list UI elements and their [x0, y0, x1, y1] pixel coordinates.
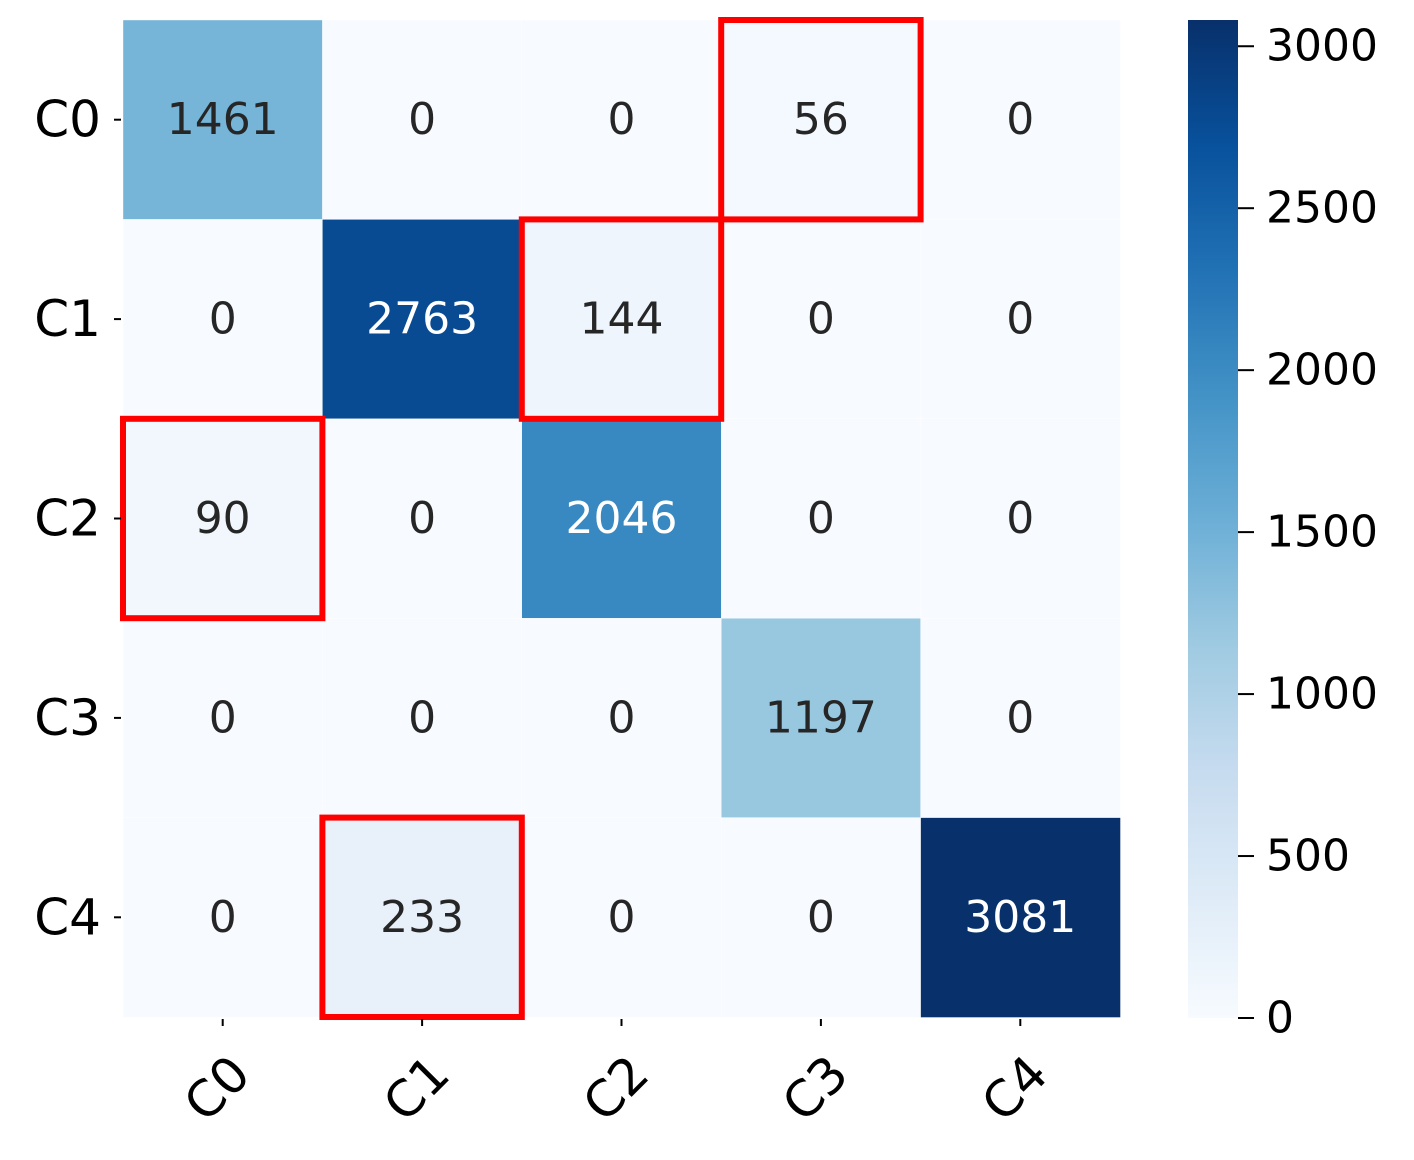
colorbar: 0 500 1000 1500 2000 2500 3000: [1188, 20, 1378, 1044]
x-tick-label-2: C2: [572, 1044, 660, 1132]
heatmap-cell-r0-c3: [721, 19, 922, 221]
cell-value-r3-c1: 0: [408, 692, 436, 743]
x-axis: C0 C1 C2 C3 C4: [173, 1019, 1059, 1133]
heatmap-cell-r2-c2: [521, 418, 722, 619]
cell-value-r2-c2: 2046: [566, 493, 678, 544]
y-tick-label-4: C4: [34, 888, 101, 946]
y-tick-label-2: C2: [34, 490, 101, 548]
heatmap-cell-r1-c4: [920, 219, 1121, 420]
cell-value-r1-c2: 144: [580, 294, 664, 345]
cell-value-r1-c0: 0: [209, 294, 237, 345]
heatmap-cell-r3-c3: [721, 618, 922, 819]
cell-value-r1-c1: 2763: [366, 294, 478, 345]
cell-value-r4-c3: 0: [807, 892, 835, 943]
heatmap-cell-r0-c4: [920, 19, 1121, 221]
heatmap-cell-r4-c0: [122, 817, 324, 1018]
heatmap-cell-r2-c1: [322, 418, 523, 619]
highlight-box-r1-c2: [518, 216, 725, 422]
heatmap-cell-r2-c3: [721, 418, 922, 619]
heatmap-cell-r4-c4: [920, 817, 1121, 1018]
cell-value-r4-c0: 0: [209, 892, 237, 943]
cell-value-r1-c4: 0: [1006, 294, 1034, 345]
cell-value-r1-c3: 0: [807, 294, 835, 345]
heatmap-cell-r0-c1: [322, 19, 523, 221]
highlight-box-r0-c3: [718, 17, 924, 223]
heatmap-cell-r3-c4: [920, 618, 1121, 819]
colorbar-tick-label-5: 2500: [1266, 183, 1378, 234]
cell-value-r0-c0: 1461: [167, 94, 279, 145]
y-tick-label-0: C0: [34, 91, 101, 149]
cell-value-r0-c2: 0: [608, 94, 636, 145]
y-tick-label-1: C1: [34, 290, 101, 348]
y-axis: C0 C1 C2 C3 C4: [34, 91, 121, 946]
highlight-box-r4-c1: [319, 814, 525, 1020]
highlight-boxes: [120, 17, 924, 1020]
heatmap-cell-r1-c1: [322, 219, 523, 420]
cell-value-r3-c3: 1197: [765, 692, 877, 743]
cell-value-r0-c3: 56: [793, 94, 849, 145]
heatmap-cell-r3-c2: [521, 618, 722, 819]
highlight-box-r2-c0: [120, 415, 326, 622]
heatmap-grid: [122, 19, 1121, 1018]
colorbar-tick-label-3: 1500: [1266, 507, 1378, 558]
cell-value-r0-c4: 0: [1006, 94, 1034, 145]
cell-value-r2-c4: 0: [1006, 493, 1034, 544]
heatmap-cell-r1-c0: [122, 219, 324, 420]
x-tick-label-4: C4: [971, 1044, 1059, 1132]
colorbar-gradient: [1188, 20, 1238, 1018]
cell-value-r4-c1: 233: [380, 892, 464, 943]
x-tick-label-0: C0: [173, 1044, 261, 1132]
heatmap-cell-r4-c2: [521, 817, 722, 1018]
heatmap-cell-r3-c1: [322, 618, 523, 819]
cell-annotations: 1461 0 0 56 0 0 2763 144 0 0 90 0 2046 0 0 0 0 0 1197 0 0 233…: [167, 94, 1077, 943]
cell-value-r3-c4: 0: [1006, 692, 1034, 743]
heatmap-cell-r3-c0: [122, 618, 324, 819]
colorbar-tick-label-1: 500: [1266, 831, 1350, 882]
colorbar-tick-label-6: 3000: [1266, 21, 1378, 72]
cell-value-r3-c0: 0: [209, 692, 237, 743]
x-tick-label-1: C1: [372, 1044, 460, 1132]
cell-value-r3-c2: 0: [608, 692, 636, 743]
cell-value-r2-c0: 90: [195, 493, 251, 544]
cell-value-r2-c1: 0: [408, 493, 436, 544]
cell-value-r4-c4: 3081: [964, 892, 1076, 943]
x-tick-label-3: C3: [771, 1044, 859, 1132]
colorbar-tick-label-2: 1000: [1266, 669, 1378, 720]
cell-value-r0-c1: 0: [408, 94, 436, 145]
heatmap-cell-r1-c2: [521, 219, 722, 420]
colorbar-tick-label-0: 0: [1266, 993, 1294, 1044]
y-tick-label-3: C3: [34, 689, 101, 747]
heatmap-cell-r2-c4: [920, 418, 1121, 619]
cell-value-r2-c3: 0: [807, 493, 835, 544]
colorbar-tick-label-4: 2000: [1266, 345, 1378, 396]
heatmap-cell-r0-c2: [521, 19, 722, 221]
heatmap-cell-r0-c0: [122, 19, 324, 221]
cell-value-r4-c2: 0: [608, 892, 636, 943]
